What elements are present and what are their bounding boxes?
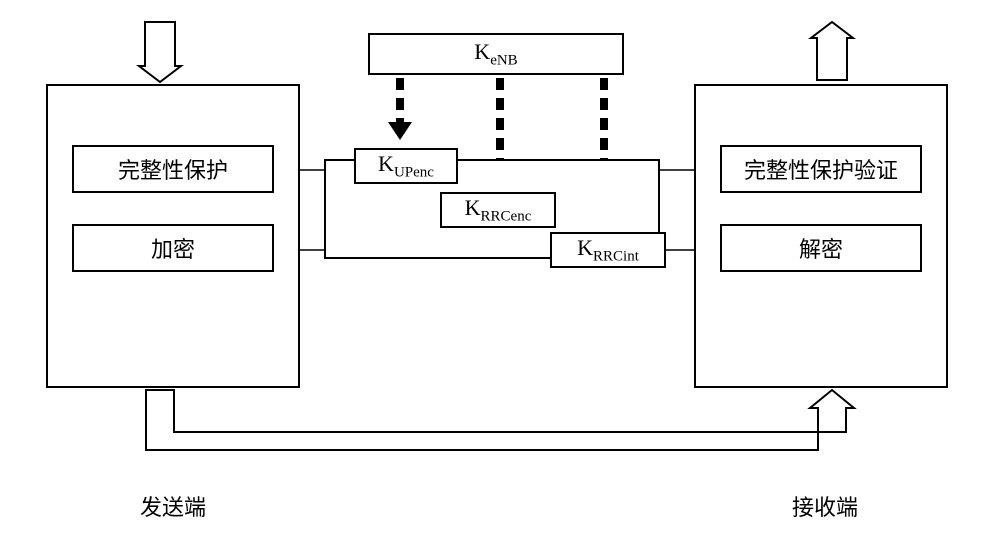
kenb-box: KeNB	[368, 33, 624, 75]
receiver-caption: 接收端	[792, 490, 858, 522]
integrity-protect-label: 完整性保护	[118, 153, 228, 185]
encrypt-box: 加密	[72, 224, 274, 272]
decrypt-box: 解密	[720, 224, 922, 272]
kupenc-box: KUPenc	[354, 148, 458, 184]
encrypt-label: 加密	[151, 232, 195, 264]
krrcint-box: KRRCint	[550, 232, 666, 268]
decrypt-label: 解密	[799, 232, 843, 264]
kenb-label: KeNB	[474, 39, 517, 69]
integrity-protect-box: 完整性保护	[72, 145, 274, 193]
krrcint-label: KRRCint	[577, 235, 639, 265]
kupenc-label: KUPenc	[378, 151, 434, 181]
krrcenc-label: KRRCenc	[465, 195, 532, 225]
integrity-verify-box: 完整性保护验证	[720, 145, 922, 193]
krrcenc-box: KRRCenc	[440, 192, 556, 228]
integrity-verify-label: 完整性保护验证	[744, 153, 898, 185]
sender-caption: 发送端	[140, 490, 206, 522]
